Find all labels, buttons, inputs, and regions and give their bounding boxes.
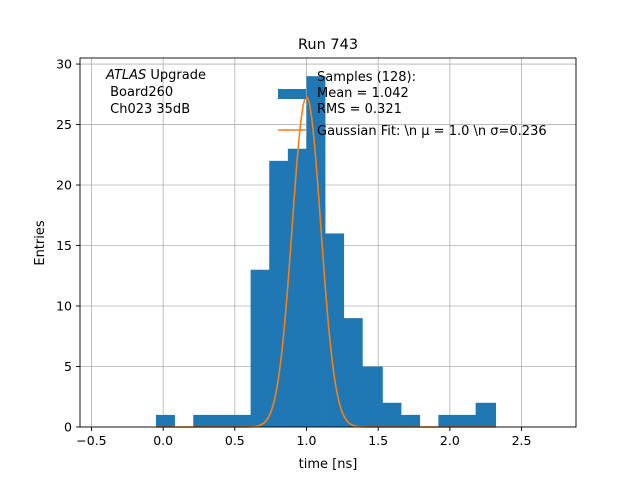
histogram-bar [475, 402, 497, 427]
histogram-bar [343, 318, 363, 427]
histogram-bar [193, 414, 213, 427]
x-tick-label: 2.5 [512, 433, 532, 448]
legend-fit-label: Gaussian Fit: \n μ = 1.0 \n σ=0.236 [317, 124, 547, 139]
histogram-bar [457, 414, 476, 427]
y-tick-label: 5 [64, 359, 72, 374]
y-axis-label: Entries [33, 220, 48, 266]
atlas-annotation: ATLAS Upgrade Board260 Ch023 35dB [105, 68, 206, 117]
histogram-bar [155, 414, 175, 427]
annotation-atlas: ATLAS [105, 68, 146, 83]
legend: Samples (128): Mean = 1.042 RMS = 0.321 G… [278, 70, 547, 139]
x-tick-label: 1.5 [368, 433, 388, 448]
annotation-line-1: ATLAS Upgrade [105, 68, 206, 83]
legend-bar-swatch [278, 89, 306, 99]
x-axis-label: time [ns] [299, 457, 358, 472]
histogram-bar [401, 414, 421, 427]
histogram-bars [155, 76, 497, 428]
histogram-bar [250, 269, 270, 427]
y-tick-label: 20 [56, 178, 72, 193]
x-tick-label: 0.0 [153, 433, 173, 448]
histogram-bar [287, 148, 307, 427]
histogram-bar [269, 160, 289, 427]
legend-samples-line: RMS = 0.321 [317, 102, 402, 117]
annotation-upgrade: Upgrade [146, 68, 206, 83]
annotation-line-2: Board260 [106, 85, 173, 100]
legend-samples-line: Samples (128): [317, 70, 416, 85]
chart-title: Run 743 [298, 37, 358, 53]
y-tick-label: 15 [56, 238, 72, 253]
histogram-bar [230, 414, 251, 427]
histogram-bar [211, 414, 231, 427]
y-tick-label: 30 [56, 57, 72, 72]
histogram-bar [306, 76, 326, 428]
histogram-bar [362, 366, 383, 427]
histogram-bar [438, 414, 458, 427]
y-axis-ticks: 0 5 10 15 20 25 30 [56, 57, 80, 435]
x-tick-label: 0.5 [225, 433, 245, 448]
y-tick-label: 25 [56, 117, 72, 132]
x-tick-label: 1.0 [297, 433, 317, 448]
histogram-bar [325, 233, 345, 427]
x-tick-label: −0.5 [76, 433, 106, 448]
histogram-bar [382, 402, 402, 427]
x-axis-ticks: −0.5 0.0 0.5 1.0 1.5 2.0 2.5 [76, 427, 531, 448]
y-tick-label: 10 [56, 299, 72, 314]
x-tick-label: 2.0 [440, 433, 460, 448]
plot-area-frame [79, 57, 577, 428]
y-tick-label: 0 [64, 420, 72, 435]
annotation-line-3: Ch023 35dB [106, 102, 190, 117]
legend-samples-line: Mean = 1.042 [317, 86, 409, 101]
